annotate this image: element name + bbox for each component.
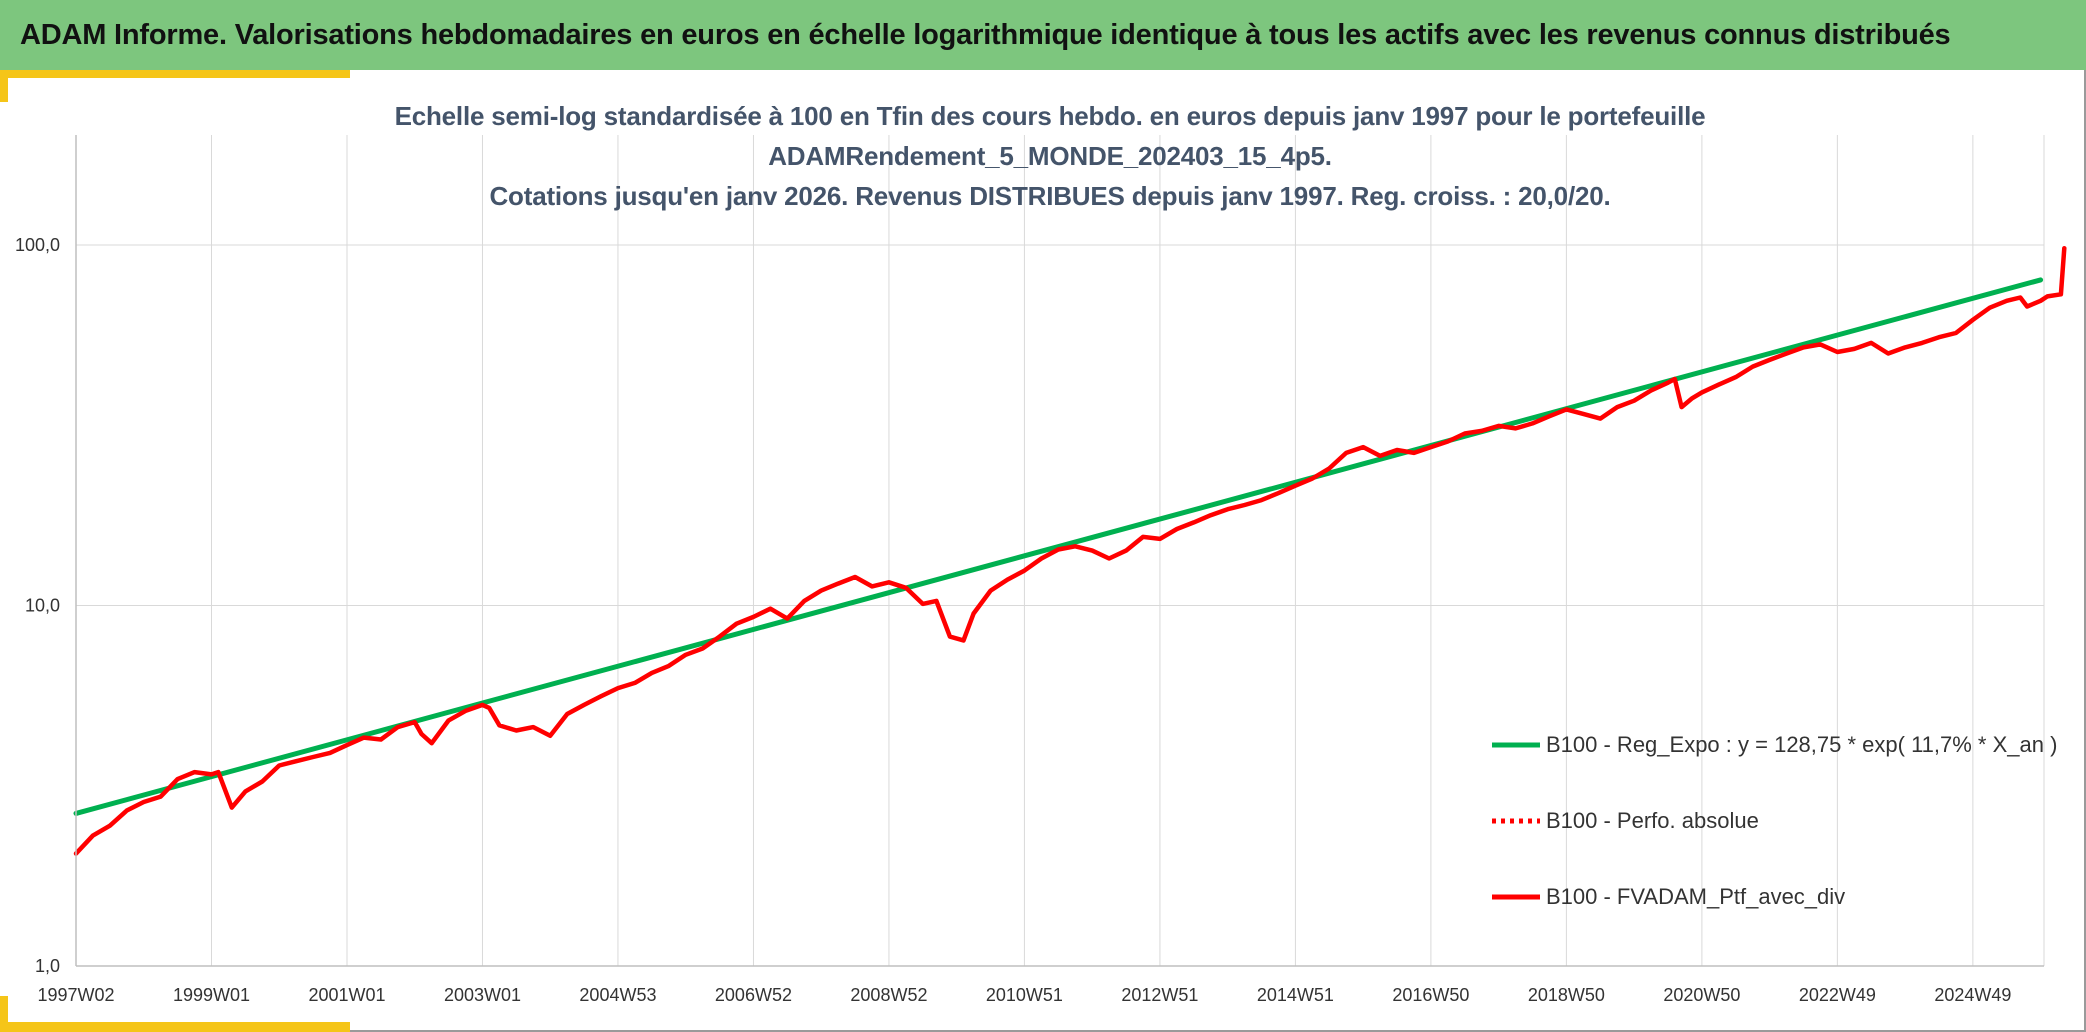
legend-item-regression: B100 - Reg_Expo : y = 128,75 * exp( 11,7… <box>1490 730 2057 760</box>
y-tick-label: 100,0 <box>15 235 60 255</box>
accent-bar-bottom <box>0 1022 350 1032</box>
portfolio-line <box>73 245 2067 856</box>
chart-title: Echelle semi-log standardisée à 100 en T… <box>300 96 1800 216</box>
x-tick-label: 1999W01 <box>173 985 250 1005</box>
x-tick-label: 2024W49 <box>1934 985 2011 1005</box>
page-title: ADAM Informe. Valorisations hebdomadaire… <box>20 18 1951 51</box>
x-tick-label: 2003W01 <box>444 985 521 1005</box>
legend-label-portfolio: B100 - FVADAM_Ptf_avec_div <box>1546 884 1846 909</box>
chart-title-line-1: Echelle semi-log standardisée à 100 en T… <box>394 101 1706 131</box>
chart-axes: 1997W02 1999W01 2001W01 2003W01 2004W53 2006W… <box>15 135 2044 1005</box>
x-tick-label: 2018W50 <box>1528 985 1605 1005</box>
accent-bar-top <box>0 70 350 78</box>
chart-title-line-3: Cotations jusqu'en janv 2026. Revenus DI… <box>489 181 1611 211</box>
x-tick-label: 2001W01 <box>308 985 385 1005</box>
chart-title-line-2: ADAMRendement_5_MONDE_202403_15_4p5. <box>768 141 1332 171</box>
y-tick-label: 1,0 <box>35 956 60 976</box>
x-tick-label: 2008W52 <box>850 985 927 1005</box>
x-tick-label: 2014W51 <box>1257 985 1334 1005</box>
legend-label-regression: B100 - Reg_Expo : y = 128,75 * exp( 11,7… <box>1546 732 2058 757</box>
x-tick-label: 2006W52 <box>715 985 792 1005</box>
legend-item-portfolio: B100 - FVADAM_Ptf_avec_div <box>1490 882 1845 912</box>
y-tick-label: 10,0 <box>25 596 60 616</box>
x-tick-label: 2012W51 <box>1121 985 1198 1005</box>
legend-swatch-portfolio <box>1492 894 1540 900</box>
header-bar: ADAM Informe. Valorisations hebdomadaire… <box>0 0 2086 70</box>
accent-corner-top <box>0 70 8 102</box>
x-tick-label: 1997W02 <box>37 985 114 1005</box>
x-tick-label: 2016W50 <box>1392 985 1469 1005</box>
frame-border-bottom <box>350 1030 2086 1032</box>
legend-swatch-regression <box>1492 742 1540 748</box>
legend-swatch-perfo-absolue <box>1492 818 1540 824</box>
x-tick-label: 2022W49 <box>1799 985 1876 1005</box>
frame-border-right <box>2084 70 2086 1032</box>
chart-series <box>73 245 2067 856</box>
x-tick-label: 2010W51 <box>986 985 1063 1005</box>
legend-label-perfo-absolue: B100 - Perfo. absolue <box>1546 808 1759 833</box>
legend-item-perfo-absolue: B100 - Perfo. absolue <box>1490 806 1759 836</box>
x-tick-label: 2020W50 <box>1663 985 1740 1005</box>
accent-corner-bottom <box>0 996 8 1032</box>
x-tick-label: 2004W53 <box>579 985 656 1005</box>
